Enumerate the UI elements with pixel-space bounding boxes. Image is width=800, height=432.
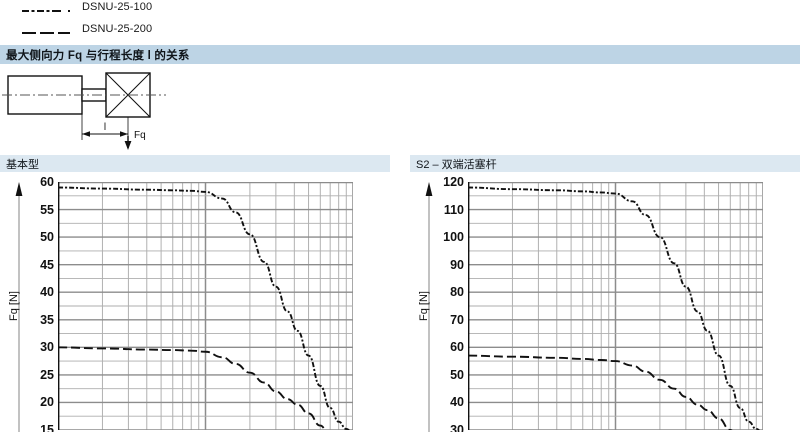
y-axis-tick: 50: [40, 230, 54, 245]
subheader-basic-type-label: 基本型: [6, 158, 39, 171]
plot-grid-and-curves: [468, 182, 763, 430]
y-axis-tick: 30: [40, 340, 54, 355]
y-axis-tick: 40: [450, 395, 464, 410]
plot-area: [468, 182, 763, 430]
legend-item: DSNU-25-200: [0, 22, 360, 44]
legend-item: DSNU-25-100: [0, 0, 360, 22]
section-header-bar: 最大侧向力 Fq 与行程长度 l 的关系: [0, 45, 800, 64]
y-axis-tick: 100: [443, 230, 464, 245]
curve-dsnu-25-200: [468, 354, 733, 430]
y-axis-tick: 25: [40, 367, 54, 382]
y-axis-tick: 120: [443, 175, 464, 189]
horizontal-gridlines: [468, 182, 763, 430]
y-axis-tick: 55: [40, 202, 54, 217]
subheader-s2-double-rod: S2 – 双端活塞杆: [410, 155, 800, 172]
plot-area: [58, 182, 353, 430]
y-axis-tick: 45: [40, 257, 54, 272]
y-axis-tick: 90: [450, 257, 464, 272]
curve-dsnu-25-100: [58, 186, 350, 430]
force-arrow-fq: [124, 136, 132, 150]
chart-s2-double-rod: Fq [N] 120 110 100 90 80 70 60 50 40 30: [410, 175, 800, 432]
y-axis-tick: 15: [40, 423, 54, 432]
y-axis-arrow-icon: [15, 182, 23, 432]
y-axis-tick: 50: [450, 367, 464, 382]
y-axis-tick: 20: [40, 395, 54, 410]
legend: DSNU-25-100 DSNU-25-200: [0, 0, 360, 44]
y-axis-tick: 110: [443, 202, 464, 217]
cylinder-side-load-diagram: l Fq: [2, 72, 166, 150]
y-axis-label: Fq [N]: [8, 291, 20, 321]
y-axis-tick: 60: [40, 175, 54, 189]
curve-dsnu-25-200: [58, 346, 326, 430]
legend-label-dsnu-25-200: DSNU-25-200: [82, 23, 153, 35]
subheader-s2-double-rod-label: S2 – 双端活塞杆: [416, 158, 497, 171]
legend-line-dash-dot-icon: [22, 10, 70, 12]
y-axis-tick: 35: [40, 312, 54, 327]
y-axis-tick: 40: [40, 285, 54, 300]
legend-line-long-dash-icon: [22, 32, 70, 34]
y-axis-tick: 80: [450, 285, 464, 300]
y-axis-tick: 60: [450, 340, 464, 355]
chart-basic-type: Fq [N] 60 55 50 45 40 35 30 25 20 15: [0, 175, 400, 432]
force-label-fq: Fq: [134, 130, 146, 141]
section-header-title: 最大侧向力 Fq 与行程长度 l 的关系: [6, 49, 190, 62]
y-axis-label: Fq [N]: [418, 291, 430, 321]
dimension-label-l: l: [104, 122, 106, 133]
subheader-basic-type: 基本型: [0, 155, 390, 172]
y-axis-arrow-icon: [425, 182, 433, 432]
y-axis-tick: 30: [450, 423, 464, 432]
dimension-line-l: [82, 131, 128, 137]
legend-label-dsnu-25-100: DSNU-25-100: [82, 1, 153, 13]
y-axis-tick: 70: [450, 312, 464, 327]
curve-dsnu-25-100: [468, 186, 760, 430]
plot-grid-and-curves: [58, 182, 353, 430]
